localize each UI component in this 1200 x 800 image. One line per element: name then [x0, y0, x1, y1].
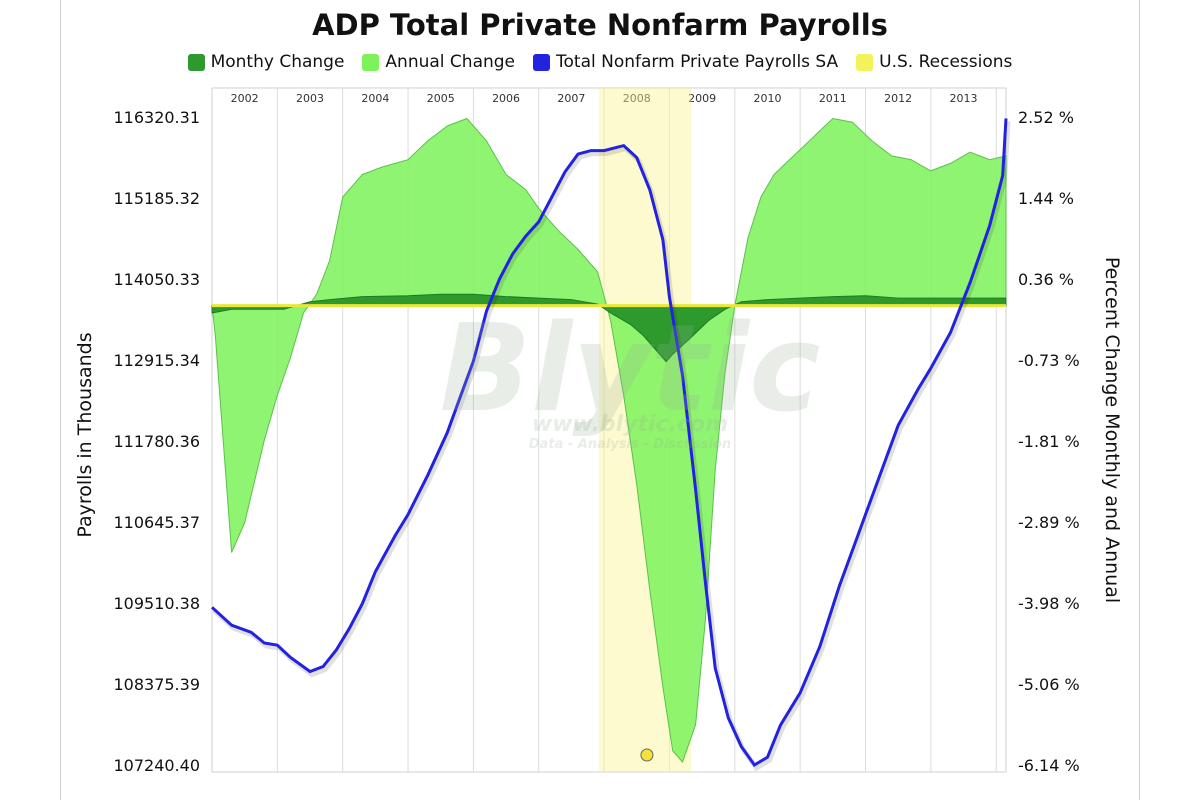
- right-tick-label: -2.89 %: [1018, 513, 1080, 532]
- legend-item-payrolls[interactable]: Total Nonfarm Private Payrolls SA: [533, 52, 838, 72]
- right-tick-label: -0.73 %: [1018, 351, 1080, 370]
- annual-change-layer: [211, 117, 1007, 763]
- chart-title: ADP Total Private Nonfarm Payrolls: [312, 8, 888, 42]
- left-tick-label: 115185.32: [113, 189, 200, 208]
- legend-label-monthly: Monthy Change: [210, 52, 345, 72]
- legend-label-payrolls: Total Nonfarm Private Payrolls SA: [556, 52, 839, 72]
- legend-swatch-recessions: [856, 53, 874, 71]
- axes-layer: 116320.31 115185.32 114050.33 112915.34 1117…: [113, 108, 1079, 775]
- legend-item-recessions[interactable]: U.S. Recessions: [856, 52, 1012, 72]
- year-label: 2003: [296, 92, 324, 105]
- left-tick-label: 111780.36: [113, 432, 200, 451]
- left-tick-label: 107240.40: [113, 756, 200, 775]
- legend-swatch-monthly: [187, 53, 205, 71]
- left-tick-label: 110645.37: [113, 513, 200, 532]
- legend-item-monthly[interactable]: Monthy Change: [187, 52, 345, 72]
- monthly-change-area: [211, 293, 1007, 363]
- right-tick-label: 2.52 %: [1018, 108, 1074, 127]
- year-label: 2006: [492, 92, 520, 105]
- payrolls-layer: [210, 118, 1011, 772]
- right-tick-label: -3.98 %: [1018, 594, 1080, 613]
- year-label: 2011: [819, 92, 847, 105]
- right-tick-label: 1.44 %: [1018, 189, 1074, 208]
- monthly-change-layer: [211, 293, 1007, 363]
- legend-label-annual: Annual Change: [385, 52, 516, 72]
- right-tick-label: -6.14 %: [1018, 756, 1080, 775]
- payrolls-line: [210, 118, 1008, 767]
- year-label: 2008: [623, 92, 651, 105]
- year-label: 2012: [884, 92, 912, 105]
- chart-legend: Monthy Change Annual Change Total Nonfar…: [0, 52, 1200, 72]
- left-tick-label: 114050.33: [113, 270, 200, 289]
- legend-swatch-annual: [362, 53, 380, 71]
- recession-marker: [640, 748, 654, 762]
- right-tick-label: 0.36 %: [1018, 270, 1074, 289]
- year-label: 2007: [557, 92, 585, 105]
- left-tick-label: 109510.38: [113, 594, 200, 613]
- right-tick-label: -1.81 %: [1018, 432, 1080, 451]
- year-label: 2010: [753, 92, 781, 105]
- right-tick-label: -5.06 %: [1018, 675, 1080, 694]
- legend-swatch-payrolls: [533, 53, 551, 71]
- payrolls-line-shadow: [212, 121, 1011, 772]
- year-label: 2009: [688, 92, 716, 105]
- left-tick-label: 108375.39: [113, 675, 200, 694]
- year-label: 2002: [231, 92, 259, 105]
- chart-frame: [60, 0, 1140, 800]
- left-tick-label: 116320.31: [113, 108, 200, 127]
- year-label: 2013: [950, 92, 978, 105]
- year-label: 2004: [361, 92, 389, 105]
- legend-item-annual[interactable]: Annual Change: [362, 52, 515, 72]
- left-tick-label: 112915.34: [113, 351, 200, 370]
- year-label: 2005: [427, 92, 455, 105]
- annual-change-area: [211, 117, 1007, 763]
- legend-label-recessions: U.S. Recessions: [879, 52, 1013, 72]
